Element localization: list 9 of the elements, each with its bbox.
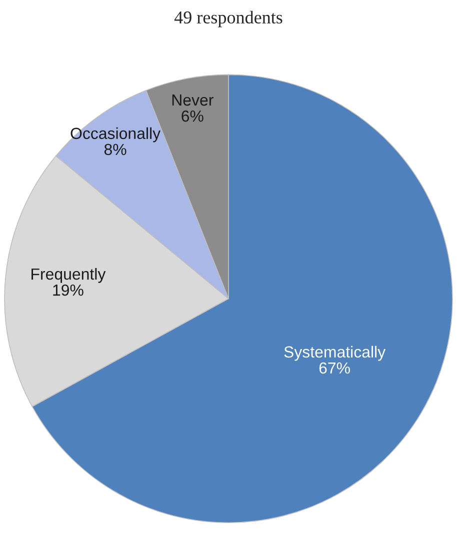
- slice-label: Frequently: [32, 268, 106, 283]
- chart-title: 49 respondents: [174, 10, 282, 28]
- data-label: 8%: [104, 144, 126, 156]
- slice-label: Never: [172, 94, 214, 106]
- data-label: 67%: [319, 362, 350, 374]
- data-label: 6%: [182, 110, 204, 122]
- slice-label: Occasionally: [70, 127, 161, 142]
- slice-label: Systematically: [284, 346, 386, 361]
- data-label: 19%: [53, 284, 84, 296]
